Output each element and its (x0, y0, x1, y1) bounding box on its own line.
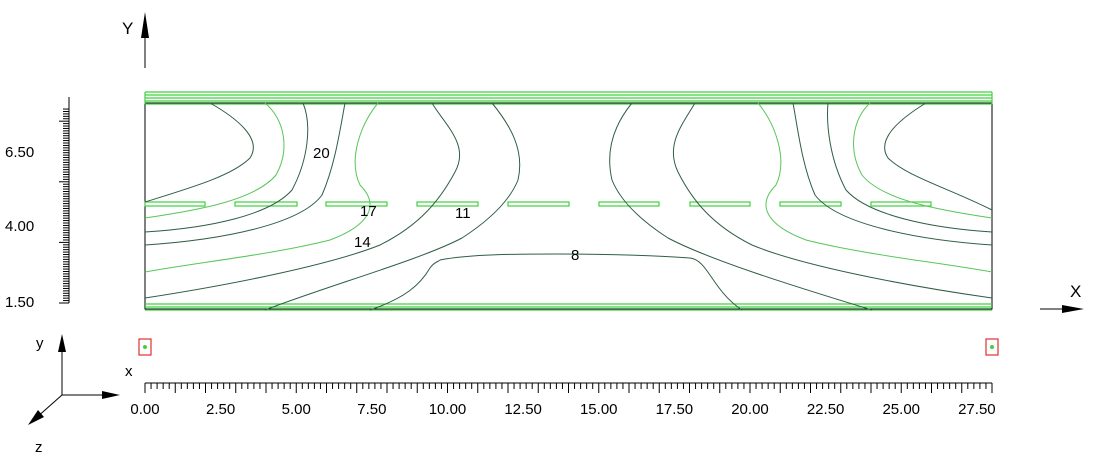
triad-y-label: y (36, 335, 44, 352)
baffle-segment (507, 201, 570, 207)
contour-line (853, 102, 993, 219)
x-ruler (144, 382, 993, 393)
baffle-segment (234, 201, 298, 207)
baffle-row (144, 201, 932, 207)
baffle-segment (779, 201, 842, 207)
x-tick-label: 7.50 (357, 401, 386, 418)
contour-line (144, 102, 309, 233)
y-ruler (59, 97, 70, 304)
contour-label: 14 (354, 234, 371, 251)
y-tick-label: 1.50 (5, 294, 34, 311)
contour-line (757, 102, 993, 273)
x-tick-labels: 0.00 2.50 5.00 7.50 10.00 12.50 15.00 17.50 20.0… (130, 401, 995, 418)
top-wall (144, 91, 993, 105)
contour-line (264, 102, 521, 311)
contour-line (144, 102, 254, 203)
baffle-segment (870, 201, 932, 207)
triad-x-label: x (125, 363, 133, 380)
x-tick-label: 5.00 (282, 401, 311, 418)
contour-label: 20 (313, 145, 330, 162)
y-axis-arrow (141, 12, 149, 68)
contour-lines (144, 102, 993, 311)
baffle-segment (416, 201, 479, 207)
coordinate-triad (28, 334, 120, 425)
x-axis-title: X (1070, 282, 1081, 301)
x-tick-label: 20.00 (731, 401, 769, 418)
contour-label: 17 (360, 203, 377, 220)
x-tick-label: 22.50 (807, 401, 845, 418)
x-tick-label: 27.50 (958, 401, 996, 418)
baffle-segment (144, 201, 206, 207)
contour-line (672, 102, 993, 299)
baffle-segment (325, 201, 388, 207)
contour-line (144, 102, 285, 219)
y-axis-title: Y (122, 19, 133, 38)
x-tick-label: 0.00 (130, 401, 159, 418)
contour-line (884, 102, 993, 211)
contour-line (144, 102, 379, 273)
contour-label: 8 (571, 247, 579, 264)
y-tick-label: 4.00 (5, 218, 34, 235)
contour-label: 11 (455, 205, 471, 222)
x-axis-arrow (1040, 305, 1084, 313)
contour-line (144, 102, 461, 299)
baffle-segment (689, 201, 751, 207)
node-marker-left (138, 338, 152, 356)
contour-line (827, 102, 993, 233)
contour-line (792, 102, 993, 246)
x-tick-label: 15.00 (580, 401, 618, 418)
contour-line (439, 253, 743, 311)
x-tick-label: 2.50 (206, 401, 235, 418)
triad-z-label: z (35, 439, 43, 454)
node-marker-right (985, 338, 999, 356)
x-tick-label: 10.00 (429, 401, 467, 418)
contour-line (144, 102, 346, 246)
contour-line (609, 102, 873, 311)
x-tick-label: 12.50 (504, 401, 542, 418)
x-tick-label: 17.50 (656, 401, 694, 418)
x-tick-label: 25.00 (882, 401, 920, 418)
contour-line (369, 259, 441, 311)
y-tick-label: 6.50 (5, 144, 34, 161)
